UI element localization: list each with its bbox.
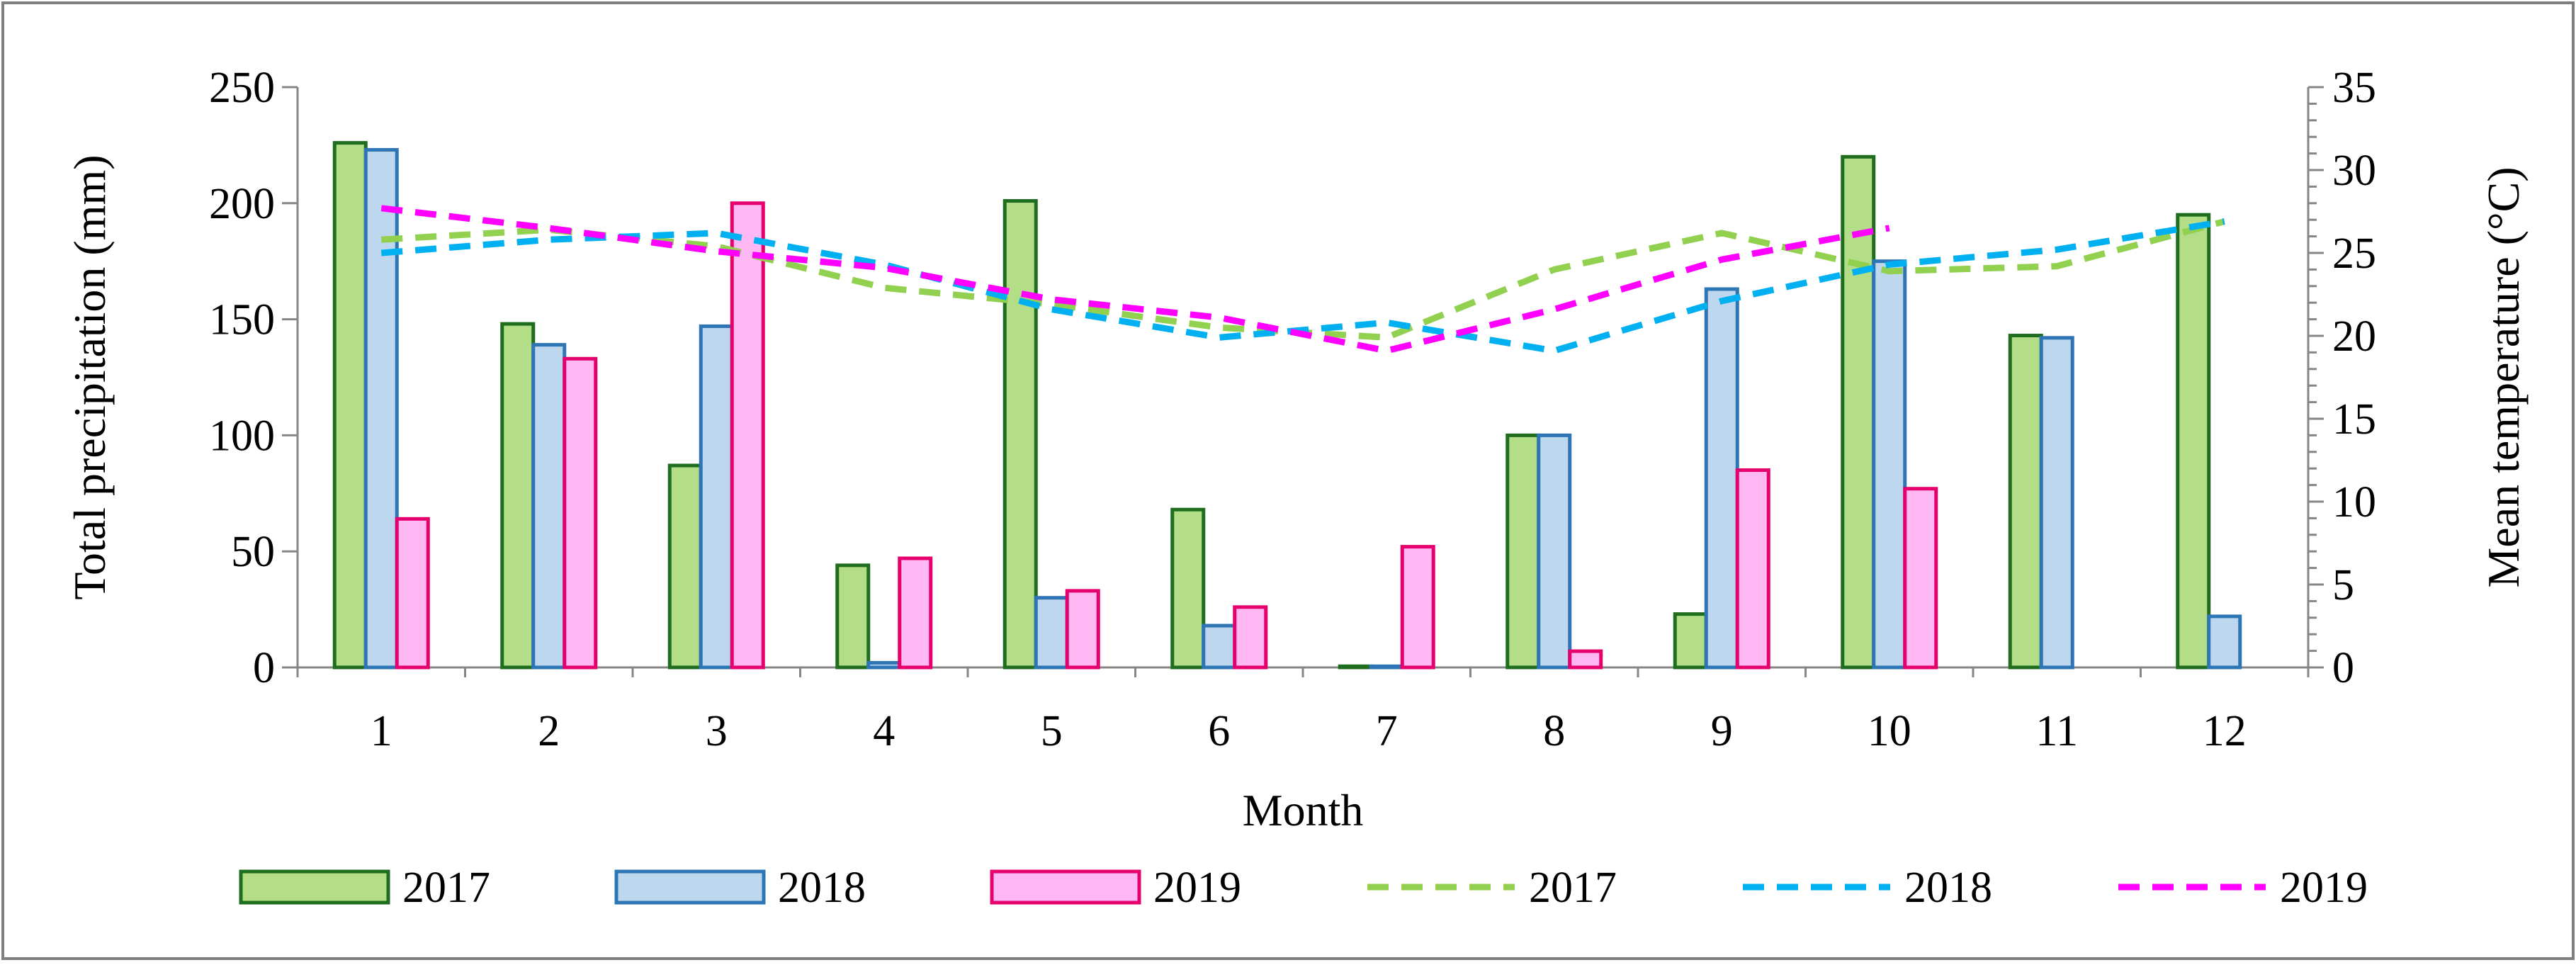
legend-item-line-2017: 2017	[1367, 864, 1617, 912]
bar-2019-month-7	[1400, 545, 1435, 670]
bar-2018-month-3	[699, 324, 734, 670]
x-axis-title: Month	[1243, 785, 1364, 835]
legend-label-bar-2017: 2017	[402, 864, 490, 912]
x-tick-label: 6	[1208, 707, 1230, 755]
y2-tick-label: 10	[2332, 478, 2376, 526]
bar-2019-month-8	[1568, 649, 1603, 670]
y-axis-title: Total precipitation (mm)	[64, 154, 115, 599]
bar-2018-month-2	[531, 343, 567, 670]
x-tick-label: 5	[1041, 707, 1063, 755]
bar-2017-month-6	[1170, 507, 1206, 670]
temperature-line-2018	[380, 218, 2225, 354]
x-tick-label: 7	[1376, 707, 1398, 755]
x-tick-label: 2	[538, 707, 560, 755]
legend-swatch-bar-2019	[990, 869, 1141, 905]
y-tick-label: 200	[209, 180, 275, 228]
bar-2017-month-12	[2176, 213, 2211, 670]
bar-2017-month-7	[1338, 664, 1373, 670]
y-tick-label: 150	[209, 296, 275, 344]
bar-2018-month-8	[1537, 433, 1572, 670]
y2-axis-title: Mean temperature (°C)	[2478, 167, 2529, 587]
y2-tick-label: 30	[2332, 147, 2376, 195]
bar-2018-month-7	[1369, 664, 1404, 670]
x-tick-label: 10	[1868, 707, 1911, 755]
x-tick-label: 12	[2203, 707, 2247, 755]
bar-2019-month-1	[395, 517, 430, 670]
bar-2018-month-1	[363, 147, 399, 670]
bar-2018-month-9	[1704, 287, 1739, 670]
bar-2017-month-4	[835, 563, 871, 670]
y2-tick-label: 25	[2332, 230, 2376, 278]
legend-label-bar-2019: 2019	[1153, 864, 1241, 912]
bar-2017-month-11	[2008, 334, 2043, 670]
bar-2018-month-10	[1872, 259, 1907, 670]
y2-tick-label: 5	[2332, 561, 2354, 609]
bar-2017-month-3	[667, 463, 703, 670]
temperature-line-2019	[380, 205, 1890, 354]
bar-2019-month-3	[730, 201, 765, 670]
bar-2019-month-10	[1903, 487, 1938, 670]
bar-2018-month-12	[2207, 614, 2242, 670]
bar-2017-month-5	[1002, 199, 1038, 670]
legend: 2017 2018 2019 2017 2018 2019	[239, 864, 2368, 912]
bar-2018-month-5	[1034, 596, 1069, 670]
bar-2018-month-6	[1202, 623, 1237, 670]
legend-item-line-2019: 2019	[2118, 864, 2368, 912]
legend-item-bar-2018: 2018	[614, 864, 866, 912]
bar-2017-month-9	[1673, 612, 1708, 670]
legend-swatch-bar-2018	[614, 869, 766, 905]
x-tick-label: 4	[873, 707, 895, 755]
bar-2019-month-9	[1735, 468, 1770, 670]
axis-labels: Total precipitation (mm) Mean temperatur…	[64, 154, 2529, 835]
bar-2017-month-2	[500, 322, 536, 670]
x-tick-label: 9	[1711, 707, 1733, 755]
bar-2017-month-1	[332, 141, 368, 670]
y-tick-label: 100	[209, 412, 275, 460]
y-tick-label: 250	[209, 64, 275, 112]
temperature-lines	[380, 205, 2225, 354]
x-tick-label: 8	[1543, 707, 1565, 755]
legend-label-line-2018: 2018	[1904, 864, 1992, 912]
bar-2019-month-5	[1065, 589, 1100, 670]
y-tick-label: 50	[231, 528, 275, 576]
legend-label-line-2019: 2019	[2280, 864, 2368, 912]
y2-tick-label: 0	[2332, 644, 2354, 692]
legend-item-line-2018: 2018	[1743, 864, 1992, 912]
y-tick-label: 0	[253, 644, 275, 692]
x-tick-label: 11	[2035, 707, 2078, 755]
x-tick-label: 1	[371, 707, 392, 755]
legend-label-bar-2018: 2018	[778, 864, 866, 912]
bar-2019-month-4	[898, 556, 933, 670]
bar-2018-month-4	[866, 660, 902, 670]
y2-tick-label: 15	[2332, 395, 2376, 444]
bar-2019-month-6	[1233, 605, 1268, 670]
y2-tick-label: 35	[2332, 64, 2376, 112]
x-tick-label: 3	[706, 707, 728, 755]
legend-item-bar-2017: 2017	[239, 864, 490, 912]
bar-2018-month-11	[2039, 336, 2074, 670]
legend-swatch-bar-2017	[239, 869, 390, 905]
bar-2017-month-8	[1506, 433, 1541, 670]
y2-tick-label: 20	[2332, 312, 2376, 361]
bars	[332, 141, 2242, 670]
legend-item-bar-2019: 2019	[990, 864, 1241, 912]
legend-label-line-2017: 2017	[1529, 864, 1617, 912]
bar-2019-month-2	[563, 356, 598, 670]
